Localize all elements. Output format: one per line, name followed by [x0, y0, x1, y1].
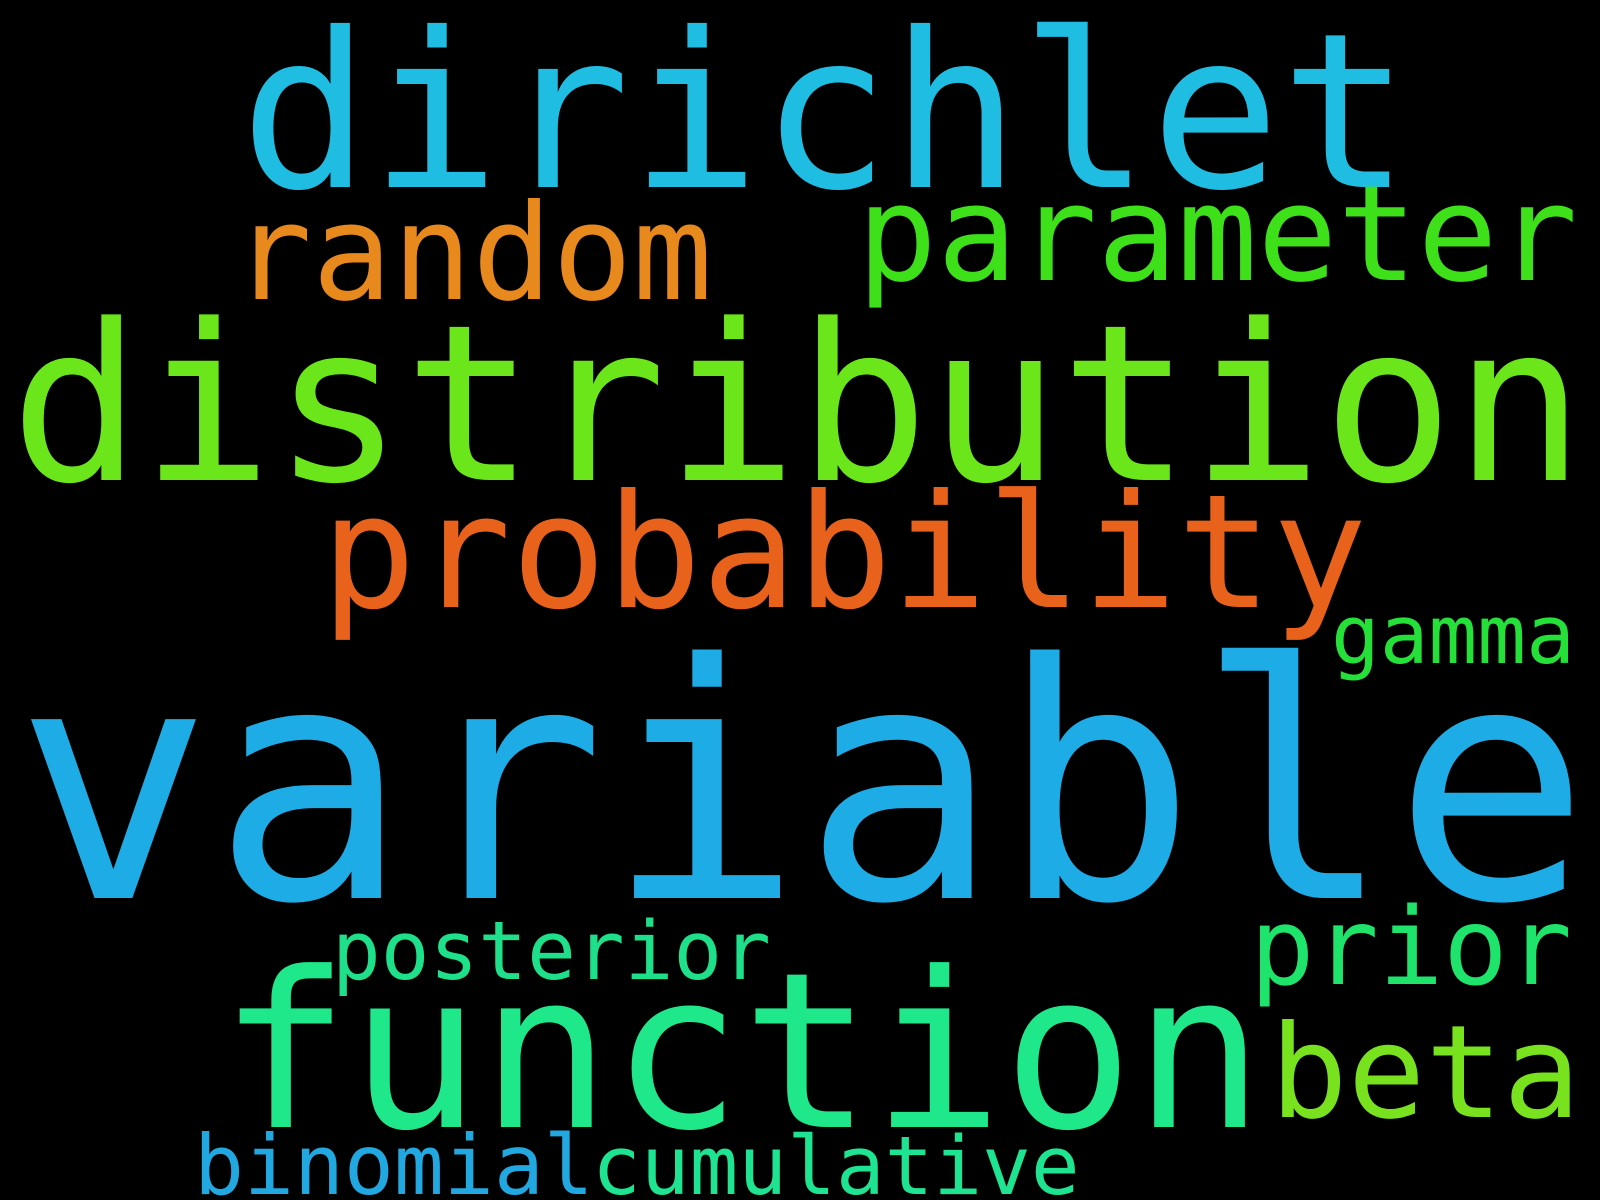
word: binomial	[194, 1117, 594, 1200]
word: prior	[1250, 886, 1572, 1010]
word: posterior	[332, 905, 771, 999]
word: cumulative	[592, 1120, 1080, 1200]
word: probability	[321, 461, 1367, 645]
word: variable	[15, 595, 1590, 976]
word: function	[219, 927, 1264, 1179]
word: random	[232, 177, 712, 331]
word: parameter	[857, 158, 1578, 312]
word: beta	[1270, 998, 1581, 1148]
word: dirichlet	[240, 0, 1410, 238]
word: distribution	[10, 279, 1585, 532]
word: gamma	[1331, 589, 1575, 683]
